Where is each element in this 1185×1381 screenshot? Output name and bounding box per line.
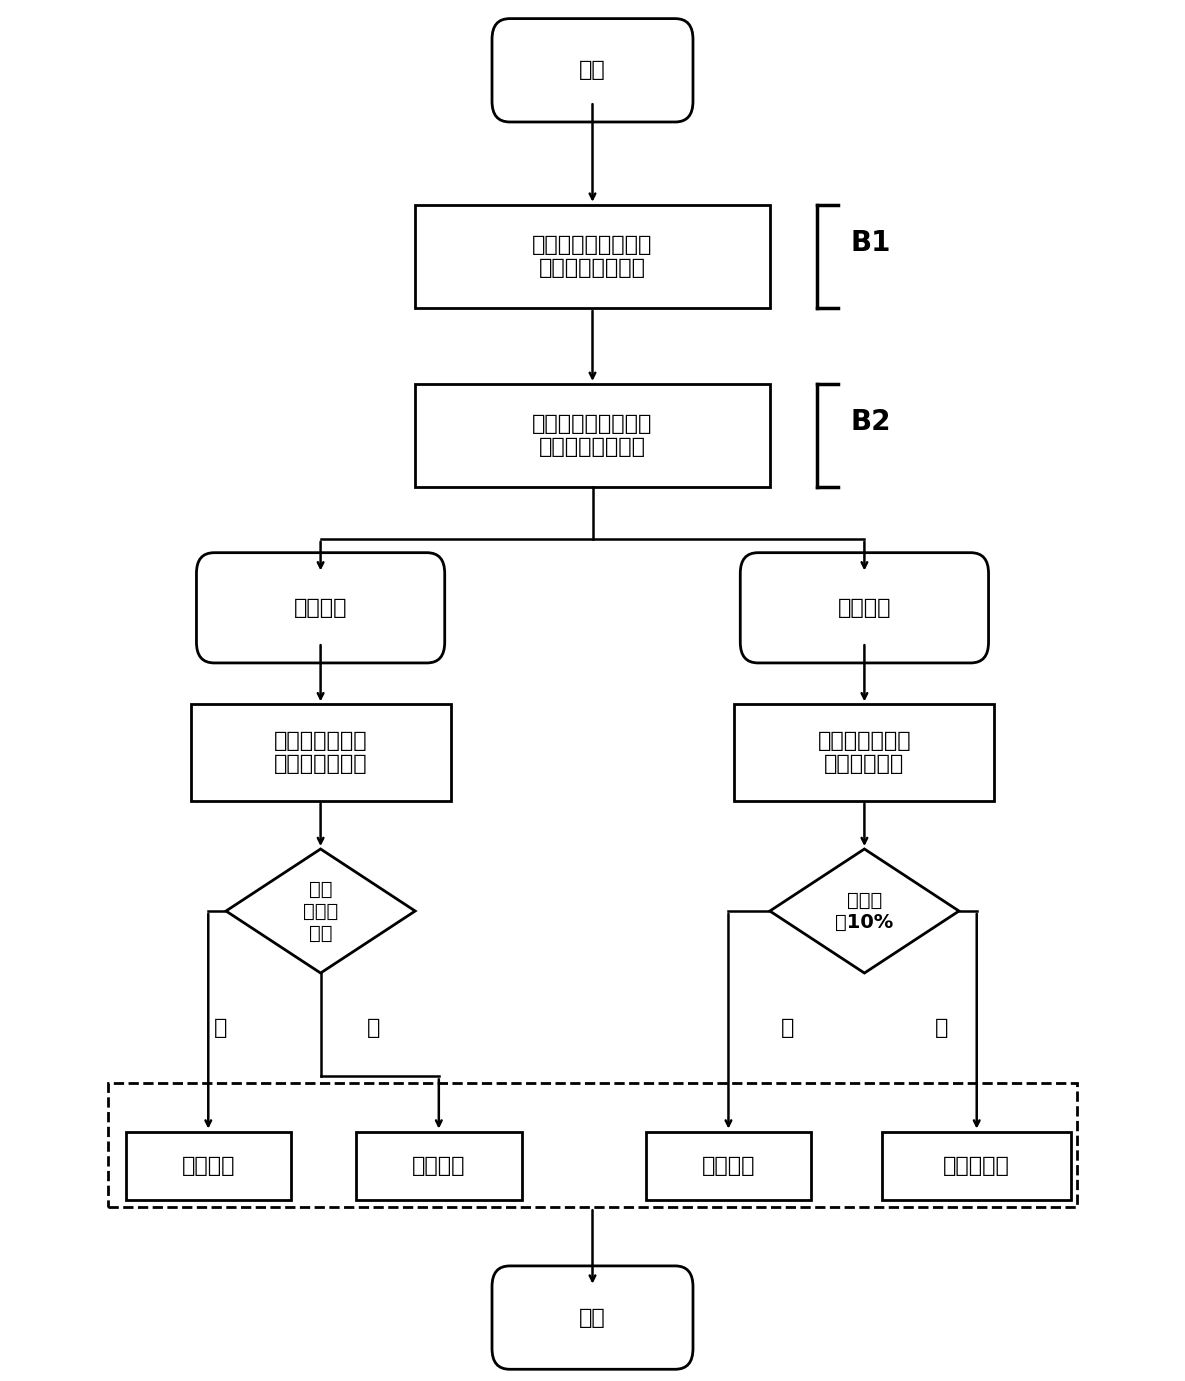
- Text: 功能片区: 功能片区: [838, 598, 891, 617]
- FancyBboxPatch shape: [492, 1266, 693, 1370]
- Text: 占比大
于10%: 占比大 于10%: [835, 891, 893, 932]
- Polygon shape: [226, 849, 415, 974]
- Text: 是: 是: [213, 1018, 226, 1039]
- Text: 预规划方案主约束区
和主因地类的识别: 预规划方案主约束区 和主因地类的识别: [532, 414, 653, 457]
- Text: 开始: 开始: [579, 61, 606, 80]
- Text: 次约束区: 次约束区: [412, 1156, 466, 1177]
- Bar: [415, 384, 770, 487]
- Text: 预规划方案建设用地
的碳排放强度核算: 预规划方案建设用地 的碳排放强度核算: [532, 235, 653, 278]
- Bar: [882, 1131, 1071, 1200]
- Text: B1: B1: [850, 229, 890, 257]
- Bar: [735, 704, 994, 801]
- Bar: [646, 1131, 812, 1200]
- Text: 非主因地类: 非主因地类: [943, 1156, 1010, 1177]
- Polygon shape: [770, 849, 959, 974]
- Bar: [191, 704, 450, 801]
- Text: 否: 否: [367, 1018, 380, 1039]
- FancyBboxPatch shape: [197, 552, 444, 663]
- Text: 是: 是: [781, 1018, 794, 1039]
- FancyBboxPatch shape: [492, 18, 693, 122]
- Text: B2: B2: [850, 407, 891, 436]
- Bar: [356, 1131, 521, 1200]
- Text: 主因地类: 主因地类: [702, 1156, 755, 1177]
- Text: 对比不同片区的
用地碳排放强度: 对比不同片区的 用地碳排放强度: [274, 731, 367, 775]
- Text: 高于
区域平
均值: 高于 区域平 均值: [303, 880, 338, 942]
- FancyBboxPatch shape: [741, 552, 988, 663]
- Bar: [108, 1083, 1077, 1207]
- Text: 否: 否: [935, 1018, 948, 1039]
- Text: 结束: 结束: [579, 1308, 606, 1327]
- Bar: [415, 204, 770, 308]
- Text: 主约束区: 主约束区: [181, 1156, 235, 1177]
- Text: 整体区域: 整体区域: [294, 598, 347, 617]
- Text: 对比不同用地的
碳排放量占比: 对比不同用地的 碳排放量占比: [818, 731, 911, 775]
- Bar: [126, 1131, 292, 1200]
